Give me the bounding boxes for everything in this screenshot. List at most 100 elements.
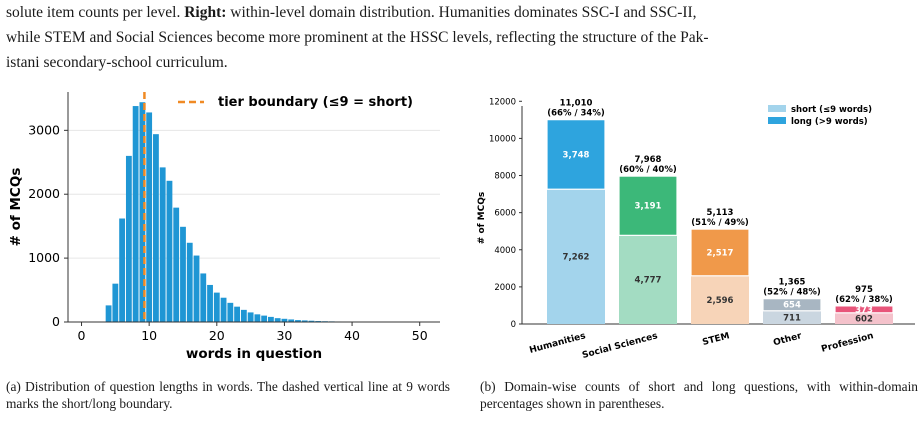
bar-short bbox=[763, 310, 821, 324]
value-label-long: 2,517 bbox=[707, 248, 734, 258]
x-tick-label: 20 bbox=[209, 328, 225, 343]
legend-swatch bbox=[768, 105, 786, 112]
value-label-long: 3,191 bbox=[635, 202, 662, 212]
percentage-label: (52% / 48%) bbox=[763, 288, 821, 298]
category-tick-label: Other bbox=[772, 331, 803, 348]
value-label-long: 654 bbox=[783, 301, 801, 311]
histogram-bar bbox=[139, 102, 146, 322]
y-tick-label: 2000 bbox=[494, 283, 516, 293]
intro-line-3: istani secondary-school curriculum. bbox=[6, 54, 228, 71]
bar-short bbox=[619, 235, 677, 324]
y-tick-label: 10000 bbox=[489, 134, 516, 144]
histogram-bar bbox=[247, 312, 254, 322]
histogram-bar bbox=[207, 284, 213, 322]
percentage-label: (62% / 38%) bbox=[835, 295, 893, 305]
y-tick-label: 3000 bbox=[28, 122, 60, 137]
category-tick-label: Profession bbox=[820, 331, 874, 355]
legend-label: long (>9 words) bbox=[791, 117, 868, 127]
y-tick-label: 12000 bbox=[489, 97, 516, 107]
histogram-bar bbox=[220, 297, 227, 322]
histogram-bar bbox=[227, 302, 234, 322]
histogram-bar bbox=[119, 218, 126, 322]
total-label: 975 bbox=[855, 285, 873, 295]
category-tick-label: Humanities bbox=[528, 331, 586, 356]
bar-long bbox=[834, 305, 894, 314]
x-axis-label: words in question bbox=[186, 346, 322, 362]
bar-short bbox=[835, 312, 893, 324]
histogram-bar bbox=[295, 320, 301, 322]
value-label-long: 3,748 bbox=[563, 150, 590, 160]
histogram-bar bbox=[200, 273, 207, 322]
histogram-bar bbox=[186, 242, 193, 322]
legend-label: tier boundary (≤9 = short) bbox=[218, 95, 413, 110]
histogram-bar bbox=[173, 207, 180, 322]
histogram-bar bbox=[193, 255, 200, 322]
percentage-label: (60% / 40%) bbox=[619, 165, 677, 175]
caption-b: (b) Domain-wise counts of short and long… bbox=[480, 379, 918, 411]
histogram-bar bbox=[166, 180, 173, 322]
y-tick-label: 6000 bbox=[494, 209, 516, 219]
histogram-bar bbox=[125, 155, 132, 322]
histogram-bar bbox=[288, 319, 295, 322]
bar-long bbox=[762, 298, 822, 312]
bar-long bbox=[546, 119, 606, 190]
value-label-short: 4,777 bbox=[635, 276, 662, 286]
histogram-bar bbox=[254, 314, 261, 322]
y-tick-label: 1000 bbox=[28, 250, 60, 265]
histogram-bar bbox=[234, 306, 240, 322]
y-tick-label: 0 bbox=[511, 320, 516, 330]
category-tick-label: STEM bbox=[701, 331, 730, 348]
intro-line-1: solute item counts per level. bbox=[6, 4, 181, 21]
histogram-bar bbox=[281, 318, 288, 322]
y-tick-label: 0 bbox=[52, 314, 60, 329]
intro-line-2: while STEM and Social Sciences become mo… bbox=[6, 29, 709, 46]
histogram-bar bbox=[146, 112, 153, 322]
histogram-bar bbox=[105, 305, 112, 322]
total-label: 11,010 bbox=[560, 99, 593, 109]
x-tick-label: 30 bbox=[276, 328, 292, 343]
bar-long bbox=[690, 228, 750, 277]
value-label-short: 711 bbox=[783, 313, 801, 323]
x-tick-label: 50 bbox=[412, 328, 428, 343]
histogram-bar bbox=[274, 318, 281, 322]
histogram-figure: 0 1000 2000 3000 0 10 20 30 40 50 words in questio… bbox=[8, 92, 440, 362]
intro-paragraph: solute item counts per level. Right: wit… bbox=[6, 0, 916, 75]
y-tick-label: 8000 bbox=[494, 172, 516, 182]
bar-short bbox=[547, 189, 605, 324]
intro-line-1-rest: within-level domain distribution. Humani… bbox=[226, 4, 697, 21]
histogram-bar bbox=[153, 134, 159, 322]
value-label-long: 373 bbox=[855, 305, 873, 315]
legend-swatch bbox=[768, 117, 786, 124]
legend-label: short (≤9 words) bbox=[791, 105, 872, 115]
caption-a: (a) Distribution of question lengths in … bbox=[6, 379, 450, 411]
histogram-bar bbox=[159, 167, 166, 322]
total-label: 7,968 bbox=[635, 155, 662, 165]
histogram-bar bbox=[301, 320, 308, 322]
histogram-bar bbox=[308, 320, 315, 322]
total-label: 5,113 bbox=[707, 208, 734, 218]
histogram-bar bbox=[240, 309, 247, 322]
histogram-bar bbox=[268, 316, 274, 322]
total-label: 1,365 bbox=[779, 278, 806, 288]
histogram-bar bbox=[180, 226, 186, 322]
histogram-bar bbox=[132, 106, 139, 322]
stacked-bar-figure: 0 2000 4000 6000 8000 10000 12000 # of MCQs 7,26… bbox=[477, 97, 915, 361]
x-tick-label: 10 bbox=[141, 328, 157, 343]
y-axis-label: # of MCQs bbox=[8, 168, 24, 247]
histogram-bar bbox=[213, 292, 220, 322]
x-tick-label: 0 bbox=[78, 328, 86, 343]
percentage-label: (51% / 49%) bbox=[691, 218, 749, 228]
value-label-short: 602 bbox=[855, 314, 873, 324]
bar-short bbox=[691, 275, 749, 324]
intro-right-label: Right: bbox=[184, 4, 227, 21]
value-label-short: 2,596 bbox=[707, 296, 734, 306]
bar-long bbox=[618, 175, 678, 236]
y-tick-label: 4000 bbox=[494, 246, 516, 256]
category-tick-label: Social Sciences bbox=[581, 331, 659, 361]
value-label-short: 7,262 bbox=[563, 253, 590, 263]
histogram-bar bbox=[112, 283, 119, 322]
y-tick-label: 2000 bbox=[28, 186, 60, 201]
x-tick-label: 40 bbox=[344, 328, 360, 343]
percentage-label: (66% / 34%) bbox=[547, 109, 605, 119]
histogram-bar bbox=[261, 315, 268, 322]
